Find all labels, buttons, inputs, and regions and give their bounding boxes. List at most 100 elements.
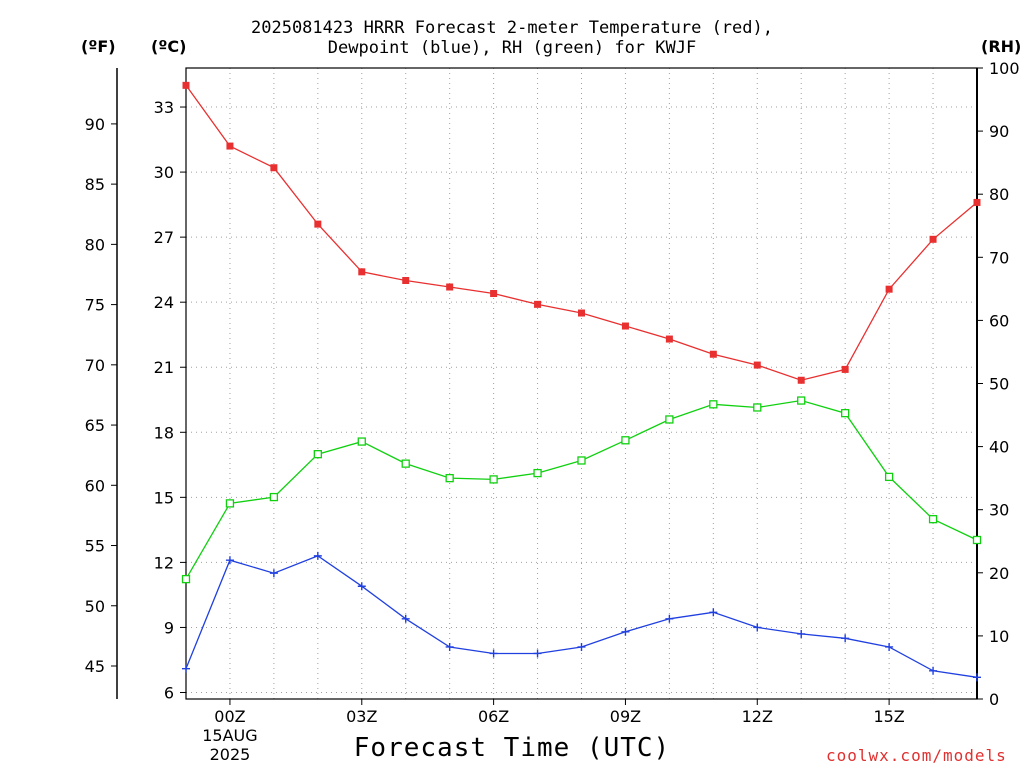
rh-point xyxy=(884,472,894,482)
x-tick-label: 06Z xyxy=(478,707,509,726)
rh-tick-label: 50 xyxy=(989,375,1009,394)
celsius-unit-label: (ºC) xyxy=(151,37,187,56)
temperature-point xyxy=(753,361,761,369)
celsius-tick-label: 6 xyxy=(164,683,174,702)
rh-point xyxy=(445,473,454,483)
rh-point xyxy=(269,492,279,502)
x-tick-label: 12Z xyxy=(742,707,773,726)
rh-point xyxy=(753,403,762,412)
x-tick-year-label: 2025 xyxy=(210,745,251,764)
temperature-point xyxy=(490,290,498,298)
fahrenheit-unit-label: (ºF) xyxy=(81,37,116,56)
credit-link[interactable]: coolwx.com/models xyxy=(826,746,1007,765)
rh-point xyxy=(709,400,718,409)
dewpoint-point xyxy=(269,569,278,578)
rh-point xyxy=(928,515,938,524)
x-tick-label: 03Z xyxy=(346,707,377,726)
celsius-tick-label: 24 xyxy=(154,293,174,312)
x-axis-label: Forecast Time (UTC) xyxy=(353,733,671,763)
rh-point xyxy=(577,456,586,465)
rh-tick-label: 60 xyxy=(989,311,1009,330)
fahrenheit-tick-label: 50 xyxy=(85,597,105,616)
celsius-tick-label: 15 xyxy=(154,488,174,507)
x-tick-date-label: 15AUG xyxy=(202,726,257,745)
rh-tick-label: 70 xyxy=(989,248,1009,267)
temperature-point xyxy=(841,365,849,373)
rh-tick-label: 0 xyxy=(989,690,999,709)
temperature-point xyxy=(797,376,805,384)
celsius-tick-label: 21 xyxy=(154,358,174,377)
rh-point xyxy=(401,459,410,468)
fahrenheit-tick-label: 70 xyxy=(85,356,105,375)
celsius-tick-label: 18 xyxy=(154,423,174,442)
celsius-tick-label: 12 xyxy=(154,553,174,572)
celsius-tick-label: 33 xyxy=(154,98,174,117)
dewpoint-point xyxy=(489,649,498,658)
rh-point xyxy=(841,409,850,418)
fahrenheit-tick-label: 75 xyxy=(85,296,105,315)
fahrenheit-tick-label: 65 xyxy=(85,416,105,435)
rh-tick-label: 40 xyxy=(989,438,1009,457)
dewpoint-point xyxy=(533,649,542,658)
rh-tick-label: 10 xyxy=(989,627,1009,646)
fahrenheit-tick-label: 60 xyxy=(85,476,105,495)
fahrenheit-tick-label: 85 xyxy=(85,175,105,194)
dewpoint-point xyxy=(577,642,586,651)
temperature-point xyxy=(621,322,629,330)
rh-line xyxy=(185,399,978,580)
temperature-point xyxy=(446,283,454,291)
rh-point xyxy=(225,499,235,508)
dewpoint-point xyxy=(445,642,454,651)
rh-unit-label: (RH) xyxy=(981,37,1022,56)
rh-tick-label: 20 xyxy=(989,564,1009,583)
temperature-point xyxy=(578,309,585,317)
fahrenheit-tick-label: 45 xyxy=(85,657,105,676)
rh-point xyxy=(181,574,191,584)
rh-point xyxy=(313,450,322,459)
rh-point xyxy=(489,475,498,484)
temperature-point xyxy=(270,164,278,172)
rh-point xyxy=(665,415,674,424)
temperature-point xyxy=(358,268,366,276)
temperature-point xyxy=(314,220,322,228)
chart-title-line-2: Dewpoint (blue), RH (green) for KWJF xyxy=(327,38,697,58)
temperature-point xyxy=(665,335,673,343)
dewpoint-point xyxy=(973,673,981,682)
rh-point xyxy=(972,535,982,545)
temperature-point xyxy=(402,277,410,285)
temperature-point xyxy=(709,350,717,358)
rh-point xyxy=(357,437,366,446)
fahrenheit-tick-label: 80 xyxy=(85,235,105,254)
temperature-point xyxy=(929,235,937,243)
dewpoint-point xyxy=(665,614,674,623)
dewpoint-point xyxy=(929,666,938,675)
dewpoint-point xyxy=(401,614,410,623)
dewpoint-point xyxy=(885,642,894,651)
dewpoint-point xyxy=(621,627,630,636)
chart-title-line-1: 2025081423 HRRR Forecast 2-meter Tempera… xyxy=(251,18,773,38)
fahrenheit-tick-label: 55 xyxy=(85,537,105,556)
rh-tick-label: 90 xyxy=(989,122,1009,141)
dewpoint-point xyxy=(841,634,850,643)
dewpoint-point xyxy=(225,556,234,565)
celsius-tick-label: 30 xyxy=(154,163,174,182)
dewpoint-point xyxy=(182,664,190,673)
dewpoint-point xyxy=(357,582,366,591)
rh-tick-label: 30 xyxy=(989,501,1009,520)
dewpoint-line xyxy=(185,555,978,678)
celsius-tick-label: 27 xyxy=(154,228,174,247)
x-tick-label: 09Z xyxy=(610,707,641,726)
dewpoint-point xyxy=(797,629,806,638)
dewpoint-point xyxy=(753,623,762,632)
dewpoint-point xyxy=(313,551,322,560)
dewpoint-point xyxy=(709,608,718,617)
fahrenheit-tick-label: 90 xyxy=(85,115,105,134)
rh-point xyxy=(533,468,542,478)
rh-tick-label: 80 xyxy=(989,185,1009,204)
temperature-point xyxy=(885,285,893,293)
temperature-point xyxy=(226,142,234,150)
temperature-point xyxy=(973,198,981,206)
x-tick-label: 15Z xyxy=(873,707,904,726)
x-tick-label: 00Z xyxy=(214,707,245,726)
